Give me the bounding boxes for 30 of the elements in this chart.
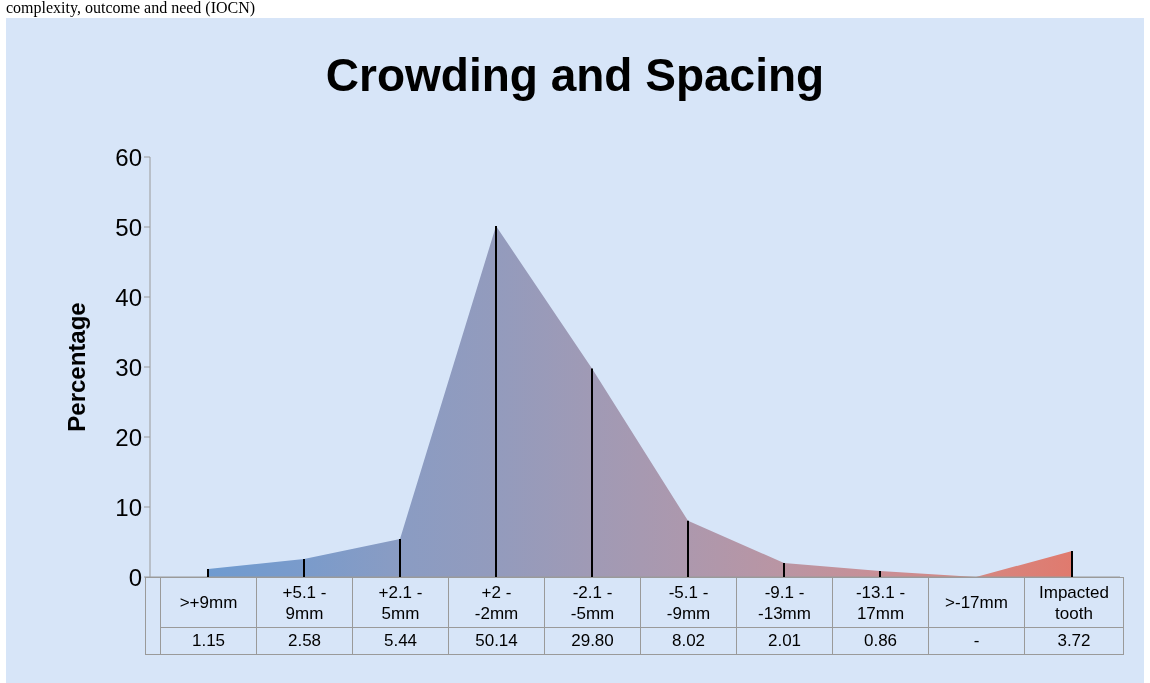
x-tick-label: >-17mm <box>928 577 1025 628</box>
chart-title: Crowding and Spacing <box>324 48 826 102</box>
x-tick-label: >+9mm <box>160 577 257 628</box>
y-tick-label: 30 <box>115 353 142 381</box>
x-tick-label: Impacted tooth <box>1024 577 1124 628</box>
y-tick-label: 0 <box>128 563 142 591</box>
y-tick-label: 40 <box>115 283 142 311</box>
data-label: 2.58 <box>256 627 353 655</box>
x-tick-label: -13.1 - 17mm <box>832 577 929 628</box>
x-tick-label: +2.1 - 5mm <box>352 577 449 628</box>
y-tick-label: 10 <box>115 493 142 521</box>
x-tick-label: +2 - -2mm <box>448 577 545 628</box>
data-label: 3.72 <box>1024 627 1124 655</box>
y-tick-label: 50 <box>115 213 142 241</box>
x-tick-label: -9.1 - -13mm <box>736 577 833 628</box>
data-label: 5.44 <box>352 627 449 655</box>
data-label: 0.86 <box>832 627 929 655</box>
data-label: 1.15 <box>160 627 257 655</box>
data-label: 29.80 <box>544 627 641 655</box>
x-tick-label: -2.1 - -5mm <box>544 577 641 628</box>
data-label: 2.01 <box>736 627 833 655</box>
y-axis-title: Percentage <box>63 302 91 432</box>
data-label: 8.02 <box>640 627 737 655</box>
y-tick-label: 20 <box>115 423 142 451</box>
data-label: 50.14 <box>448 627 545 655</box>
x-tick-label: +5.1 - 9mm <box>256 577 353 628</box>
x-tick-label: -5.1 - -9mm <box>640 577 737 628</box>
data-label: - <box>928 627 1025 655</box>
text: complexity, outcome and need (IOCN) <box>6 0 256 16</box>
y-tick-label: 60 <box>115 143 142 171</box>
